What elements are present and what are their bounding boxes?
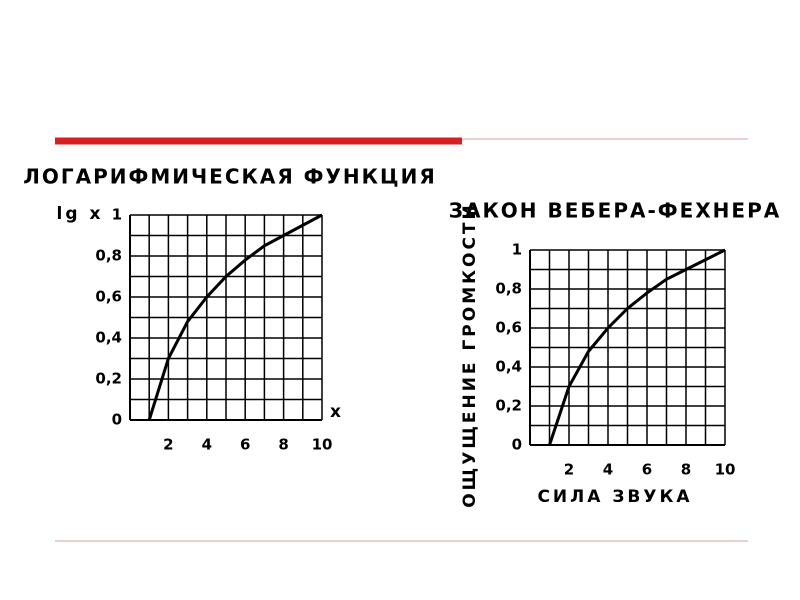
x-tick-label: 6 xyxy=(240,436,250,454)
x-tick-label: 4 xyxy=(603,461,613,479)
y-tick-label: 0,4 xyxy=(95,329,122,347)
y-tick-label: 0,2 xyxy=(495,397,522,415)
chart-title: ЗАКОН ВЕБЕРА-ФЕХНЕРА xyxy=(449,199,781,223)
y-tick-label: 0,8 xyxy=(495,280,522,298)
y-axis-label: lg x xyxy=(57,204,104,224)
y-tick-label: 0,2 xyxy=(95,370,122,388)
x-tick-label: 2 xyxy=(564,461,574,479)
y-tick-label: 0,6 xyxy=(495,319,522,337)
x-tick-label: 8 xyxy=(278,436,288,454)
x-axis-label: x xyxy=(330,402,344,422)
y-tick-label: 0,6 xyxy=(95,288,122,306)
x-tick-label: 10 xyxy=(715,461,736,479)
x-tick-label: 6 xyxy=(642,461,652,479)
curve xyxy=(548,248,726,446)
y-axis-label: ОЩУЩЕНИЕ ГРОМКОСТИ xyxy=(460,202,480,508)
curve xyxy=(147,213,323,421)
x-tick-label: 2 xyxy=(163,436,173,454)
x-tick-label: 8 xyxy=(681,461,691,479)
y-tick-label: 0,4 xyxy=(495,358,522,376)
x-tick-label: 4 xyxy=(202,436,212,454)
chart-title: ЛОГАРИФМИЧЕСКАЯ ФУНКЦИЯ xyxy=(23,165,436,189)
y-tick-label: 0 xyxy=(112,411,122,429)
x-tick-label: 10 xyxy=(312,436,333,454)
x-axis-label: СИЛА ЗВУКА xyxy=(537,487,692,507)
y-tick-label: 0 xyxy=(512,436,522,454)
y-tick-label: 1 xyxy=(512,241,522,259)
y-tick-label: 1 xyxy=(112,206,122,224)
y-tick-label: 0,8 xyxy=(95,247,122,265)
